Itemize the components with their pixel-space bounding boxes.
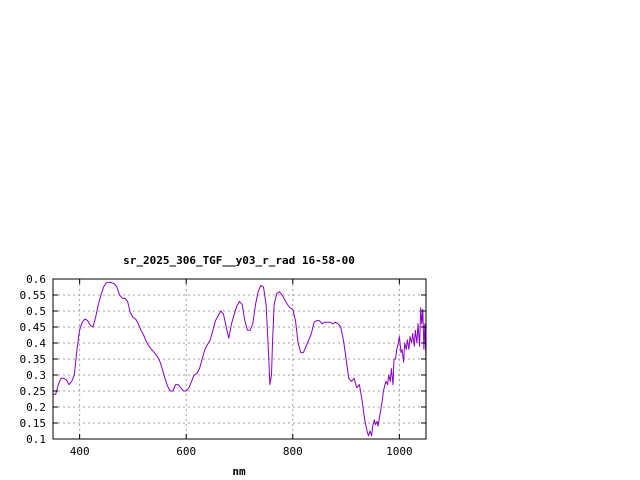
y-tick-label: 0.45	[20, 321, 47, 334]
y-tick-label: 0.1	[26, 433, 46, 446]
y-tick-label: 0.2	[26, 401, 46, 414]
x-tick-label: 400	[70, 445, 90, 458]
chart-title: sr_2025_306_TGF__y03_r_rad 16-58-00	[123, 254, 355, 267]
y-tick-labels: 0.1 0.15 0.2 0.25 0.3 0.35 0.4 0.45 0.5 0.55 0.6	[20, 273, 47, 446]
y-tick-label: 0.5	[26, 305, 46, 318]
y-tick-label: 0.6	[26, 273, 46, 286]
x-tick-label: 1000	[386, 445, 413, 458]
x-tick-labels: 400 600 800 1000	[70, 445, 413, 458]
y-tick-label: 0.3	[26, 369, 46, 382]
y-tick-label: 0.15	[20, 417, 47, 430]
series-layer	[53, 281, 427, 437]
axis-ticks	[53, 278, 426, 440]
x-tick-label: 800	[283, 445, 303, 458]
y-tick-label: 0.25	[20, 385, 47, 398]
grid-lines	[53, 279, 426, 439]
y-tick-label: 0.4	[26, 337, 46, 350]
x-tick-label: 600	[176, 445, 196, 458]
y-tick-label: 0.55	[20, 289, 47, 302]
y-tick-label: 0.35	[20, 353, 47, 366]
series-line	[53, 281, 427, 437]
x-axis-label: nm	[232, 465, 246, 478]
